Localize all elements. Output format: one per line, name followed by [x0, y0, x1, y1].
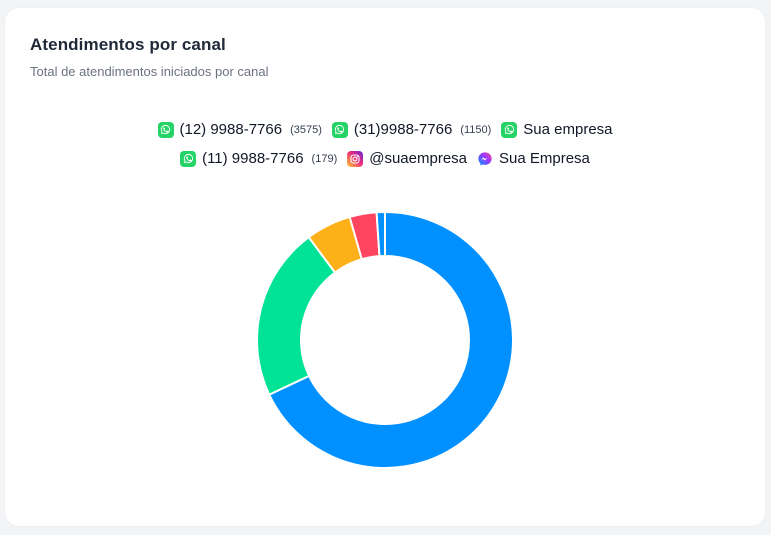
donut-slice-1[interactable] — [267, 210, 514, 469]
card-subtitle: Total de atendimentos iniciados por cana… — [30, 64, 269, 79]
legend-label: (11) 9988-7766 — [202, 150, 304, 167]
card-title: Atendimentos por canal — [30, 35, 226, 54]
legend-label: Sua empresa — [523, 121, 613, 138]
whatsapp-icon — [157, 121, 174, 138]
legend-item-31-9988-7766[interactable]: (31)9988-7766 (1150) — [331, 121, 492, 138]
legend-item-sua-empresa-whatsapp[interactable]: Sua empresa — [501, 121, 613, 138]
legend-item-11-9988-7766[interactable]: (11) 9988-7766 (179) — [180, 150, 337, 167]
donut-slices — [256, 210, 514, 469]
legend-item-suaempresa-instagram[interactable]: @suaempresa — [347, 150, 467, 167]
legend-count: (3575) — [290, 123, 322, 136]
legend-label: (31)9988-7766 — [353, 121, 453, 138]
legend-item-sua-empresa-messenger[interactable]: Sua Empresa — [477, 150, 590, 167]
donut-slice-2[interactable] — [256, 235, 337, 396]
legend-count: (179) — [311, 152, 338, 165]
legend-label: @suaempresa — [369, 150, 468, 167]
legend-label: (12) 9988-7766 — [179, 121, 283, 138]
legend-item-12-9988-7766[interactable]: (12) 9988-7766 (3575) — [157, 121, 322, 138]
whatsapp-icon — [501, 121, 518, 138]
chart-card: Atendimentos por canal Total de atendime… — [5, 8, 765, 526]
instagram-icon — [347, 150, 364, 167]
legend-count: (1150) — [460, 123, 492, 136]
legend-row-2: (11) 9988-7766 (179) @suaempresa — [180, 148, 590, 169]
messenger-icon — [477, 151, 493, 167]
whatsapp-icon — [331, 121, 348, 138]
legend-row-1: (12) 9988-7766 (3575) (31)9988-7766 (115… — [157, 119, 613, 140]
whatsapp-icon — [180, 150, 197, 167]
donut-chart — [256, 210, 514, 469]
legend-label: Sua Empresa — [499, 150, 590, 167]
donut-slice-5[interactable] — [375, 210, 386, 258]
chart-legend: (12) 9988-7766 (3575) (31)9988-7766 (115… — [5, 119, 765, 169]
